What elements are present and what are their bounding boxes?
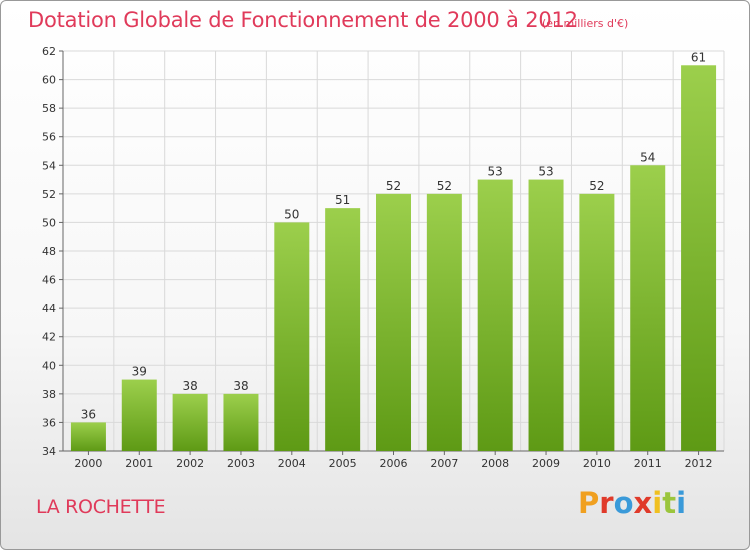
logo-letter: P — [578, 486, 600, 520]
bar — [579, 193, 615, 451]
data-label: 52 — [437, 179, 452, 193]
bar — [630, 165, 666, 452]
data-label: 53 — [538, 165, 553, 179]
data-label: 38 — [182, 379, 197, 393]
y-tick-label: 46 — [42, 274, 56, 287]
y-tick-label: 58 — [42, 102, 56, 115]
y-tick-label: 60 — [42, 74, 56, 87]
bar — [528, 179, 564, 452]
bar — [477, 179, 513, 452]
x-tick-label: 2012 — [685, 457, 713, 470]
bars — [70, 65, 717, 452]
bar — [70, 422, 106, 451]
x-tick-label: 2004 — [278, 457, 306, 470]
data-label: 39 — [132, 365, 147, 379]
data-label: 54 — [640, 150, 655, 164]
bar — [376, 193, 411, 451]
bar — [274, 222, 310, 451]
chart-subtitle: (en milliers d'€) — [542, 17, 629, 30]
bar — [325, 208, 361, 451]
data-label: 61 — [691, 50, 706, 64]
labels: 34 36 38 40 42 44 46 48 50 52 54 56 58 60 62 36 2000 39 20… — [42, 45, 713, 470]
data-label: 38 — [233, 379, 248, 393]
x-tick-label: 2007 — [430, 457, 458, 470]
x-tick-label: 2005 — [329, 457, 357, 470]
logo-letter: o — [613, 486, 634, 520]
bar — [681, 65, 717, 452]
logo-letter: r — [599, 486, 614, 520]
x-tick-label: 2009 — [532, 457, 560, 470]
y-tick-label: 56 — [42, 131, 56, 144]
y-tick-label: 34 — [42, 445, 56, 458]
y-tick-label: 50 — [42, 216, 56, 229]
bar — [223, 393, 259, 451]
x-tick-label: 2003 — [227, 457, 255, 470]
x-tick-label: 2011 — [634, 457, 662, 470]
y-tick-label: 52 — [42, 188, 56, 201]
x-tick-label: 2000 — [74, 457, 102, 470]
x-tick-label: 2002 — [176, 457, 204, 470]
logo-letter: i — [652, 486, 663, 520]
y-tick-label: 44 — [42, 302, 56, 315]
chart-title: Dotation Globale de Fonctionnement de 20… — [28, 8, 578, 32]
x-tick-label: 2006 — [380, 457, 408, 470]
y-tick-label: 62 — [42, 45, 56, 58]
x-tick-label: 2001 — [125, 457, 153, 470]
y-tick-label: 40 — [42, 359, 56, 372]
data-label: 50 — [284, 207, 299, 221]
y-tick-label: 42 — [42, 331, 56, 344]
y-tick-label: 38 — [42, 388, 56, 401]
y-tick-label: 48 — [42, 245, 56, 258]
x-tick-label: 2008 — [481, 457, 509, 470]
bar — [121, 379, 157, 451]
bar — [172, 393, 208, 451]
logo-letter: i — [676, 486, 687, 520]
data-label: 36 — [81, 407, 96, 421]
commune-name: LA ROCHETTE — [36, 496, 166, 518]
proxiti-logo[interactable]: Proxiti — [578, 486, 686, 520]
data-label: 51 — [335, 193, 350, 207]
logo-letter: t — [662, 486, 677, 520]
y-tick-label: 36 — [42, 416, 56, 429]
data-label: 52 — [589, 179, 604, 193]
bar — [426, 193, 462, 451]
y-tick-label: 54 — [42, 159, 56, 172]
data-label: 52 — [386, 179, 401, 193]
x-tick-label: 2010 — [583, 457, 611, 470]
logo-letter: x — [633, 486, 653, 520]
data-label: 53 — [488, 165, 503, 179]
